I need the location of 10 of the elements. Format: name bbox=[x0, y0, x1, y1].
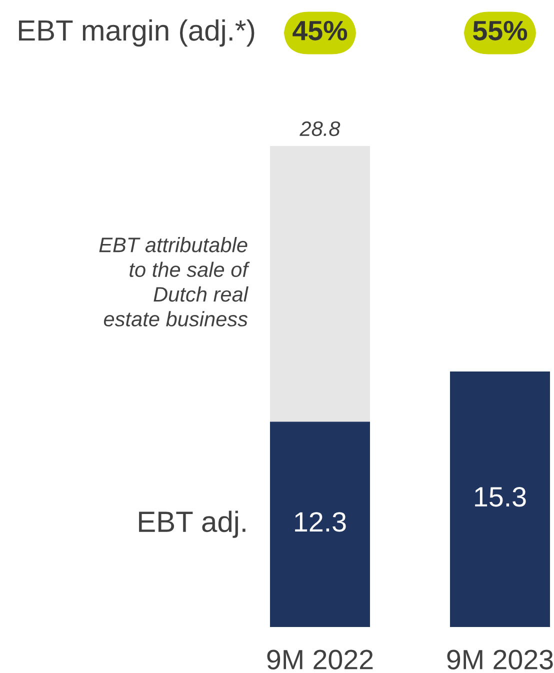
text: EBT margin (adj.*) bbox=[19, 19, 254, 47]
data-label: 12.3 bbox=[295, 512, 346, 532]
text: 45% bbox=[292, 20, 348, 40]
series-label: EBT attributable to the sale of Dutch real estate business bbox=[99, 237, 250, 326]
x-tick-label: 9M 2022 bbox=[267, 650, 373, 670]
text: 55% bbox=[473, 20, 528, 40]
x-tick-label: 9M 2023 bbox=[447, 650, 553, 670]
total-label: 28.8 bbox=[300, 121, 340, 136]
data-label: 15.3 bbox=[475, 487, 526, 507]
series-label: EBT adj. bbox=[139, 510, 246, 538]
